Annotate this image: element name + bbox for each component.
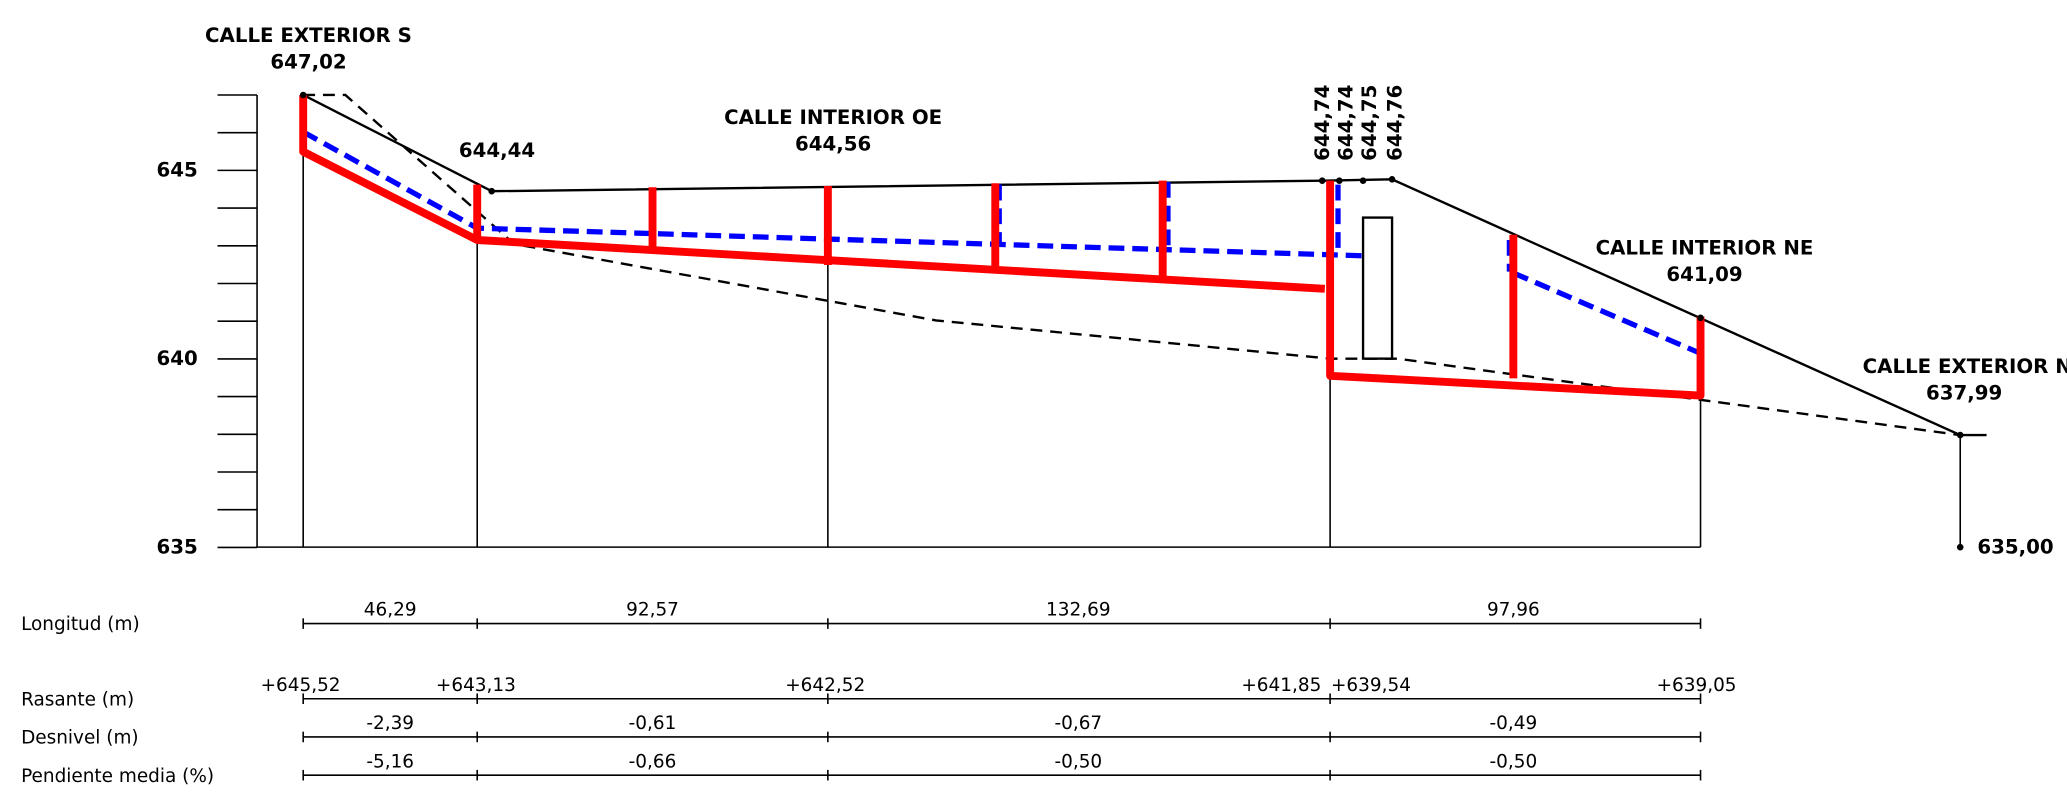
- nodes: [299, 91, 1964, 551]
- row-value: +639,54: [1331, 675, 1411, 696]
- row-value: 92,57: [626, 600, 679, 621]
- point-name: CALLE EXTERIOR S: [205, 24, 412, 47]
- row-value: -2,39: [366, 713, 414, 734]
- row-value: +639,05: [1657, 675, 1737, 696]
- row-label: Pendiente media (%): [21, 766, 214, 787]
- axis-label: 645: [156, 159, 197, 182]
- row-value: -0,50: [1489, 751, 1537, 772]
- row-value: 97,96: [1487, 600, 1540, 621]
- row-value: -5,16: [366, 751, 414, 772]
- point-labels: CALLE EXTERIOR S 647,02 644,44 CALLE INT…: [205, 24, 2067, 558]
- row-value: 132,69: [1046, 600, 1111, 621]
- row-value: -0,50: [1054, 751, 1102, 772]
- point-elevation: 644,44: [459, 139, 535, 162]
- row-value: -0,67: [1054, 713, 1102, 734]
- point-name: CALLE EXTERIOR N: [1863, 355, 2067, 378]
- existing-terrain: [303, 93, 1961, 437]
- row-value: +643,13: [436, 675, 516, 696]
- axis-label: 635: [156, 536, 197, 559]
- row-label: Desnivel (m): [21, 728, 139, 749]
- chamber: [1361, 216, 1394, 360]
- row-value: +645,52: [261, 675, 341, 696]
- datum: 635,00: [1977, 536, 2053, 559]
- row-value: -0,61: [629, 713, 677, 734]
- row-value: -0,49: [1489, 713, 1537, 734]
- row-value: +641,85: [1241, 675, 1321, 696]
- elevation-axis: 645 640 635: [156, 94, 258, 559]
- point-elevation: 644,75: [1358, 85, 1381, 161]
- point-name: CALLE INTERIOR NE: [1596, 236, 1814, 259]
- terrain-line: [302, 93, 1987, 437]
- point-elevation: 644,56: [795, 132, 871, 155]
- point-elevation: 644,74: [1335, 85, 1358, 161]
- row-label: Longitud (m): [21, 614, 140, 635]
- point-elevation: 641,09: [1666, 263, 1742, 286]
- point-elevation: 644,76: [1383, 85, 1406, 161]
- point-elevation: 647,02: [270, 51, 346, 74]
- row-label: Rasante (m): [21, 689, 134, 710]
- row-value: 46,29: [364, 600, 417, 621]
- axis-label: 640: [156, 347, 197, 370]
- pipe: [299, 94, 1705, 400]
- row-value: +642,52: [785, 675, 865, 696]
- profile-table: Longitud (m) 46,29 92,57 132,69 97,96 Rasante…: [21, 600, 1736, 787]
- point-name: CALLE INTERIOR OE: [724, 106, 942, 129]
- row-value: -0,66: [629, 751, 677, 772]
- point-elevation: 644,74: [1311, 85, 1334, 161]
- point-elevation: 637,99: [1926, 382, 2002, 405]
